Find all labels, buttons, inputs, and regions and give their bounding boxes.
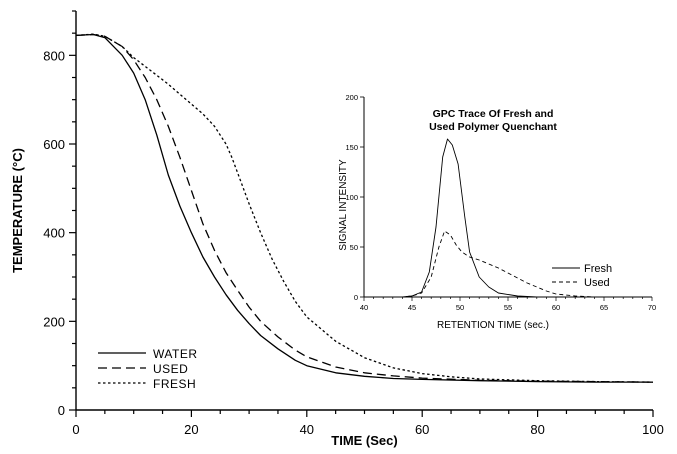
x-axis-title: TIME (Sec)	[331, 433, 397, 448]
inset-series-used-line	[364, 230, 652, 298]
y-tick-label: 800	[43, 48, 65, 63]
inset-x-tick-label: 40	[360, 303, 368, 312]
legend-label-water: WATER	[153, 347, 198, 361]
inset-y-tick-label: 50	[350, 243, 358, 252]
inset-series-fresh-line	[364, 138, 652, 298]
inset-plot: 0 50 100 150 200 40 45 50 55 60 65 70 GPC Trace Of F…	[338, 93, 656, 331]
x-tick-label: 20	[184, 422, 198, 437]
inset-x-tick-label: 50	[456, 303, 464, 312]
x-tick-label: 80	[530, 422, 544, 437]
legend-label-fresh: FRESH	[153, 377, 196, 391]
inset-y-tick-label: 100	[345, 193, 358, 202]
inset-x-tick-label: 45	[408, 303, 416, 312]
y-tick-label: 400	[43, 226, 65, 241]
inset-y-tick-label: 0	[354, 293, 358, 302]
series-fresh-line	[75, 33, 654, 383]
inset-y-tick-label: 200	[345, 93, 358, 102]
inset-y-axis-title: SIGNAL INTENSITY	[338, 159, 349, 251]
inset-x-tick-label: 65	[600, 303, 608, 312]
series-water-line	[75, 33, 653, 383]
x-tick-label: 40	[300, 422, 314, 437]
inset-x-tick-label: 55	[504, 303, 512, 312]
legend-label-used: USED	[153, 362, 188, 376]
x-tick-label: 0	[72, 422, 79, 437]
inset-legend-label-used: Used	[584, 277, 610, 289]
inset-title: GPC Trace Of Fresh and Used Polymer Quenc…	[429, 108, 557, 133]
y-tick-label: 600	[43, 137, 65, 152]
inset-legend-label-fresh: Fresh	[584, 263, 612, 275]
inset-x-tick-label: 70	[648, 303, 656, 312]
inset-x-tick-label: 60	[552, 303, 560, 312]
y-tick-label: 0	[58, 403, 65, 418]
inset-y-tick-label: 150	[345, 143, 358, 152]
y-tick-label: 200	[43, 314, 65, 329]
series-used-line	[75, 33, 654, 383]
y-axis-title: TEMPERATURE (°C)	[10, 148, 25, 273]
inset-x-axis-title: RETENTION TIME (sec.)	[437, 320, 549, 331]
x-tick-label: 100	[642, 422, 664, 437]
x-tick-label: 60	[415, 422, 429, 437]
